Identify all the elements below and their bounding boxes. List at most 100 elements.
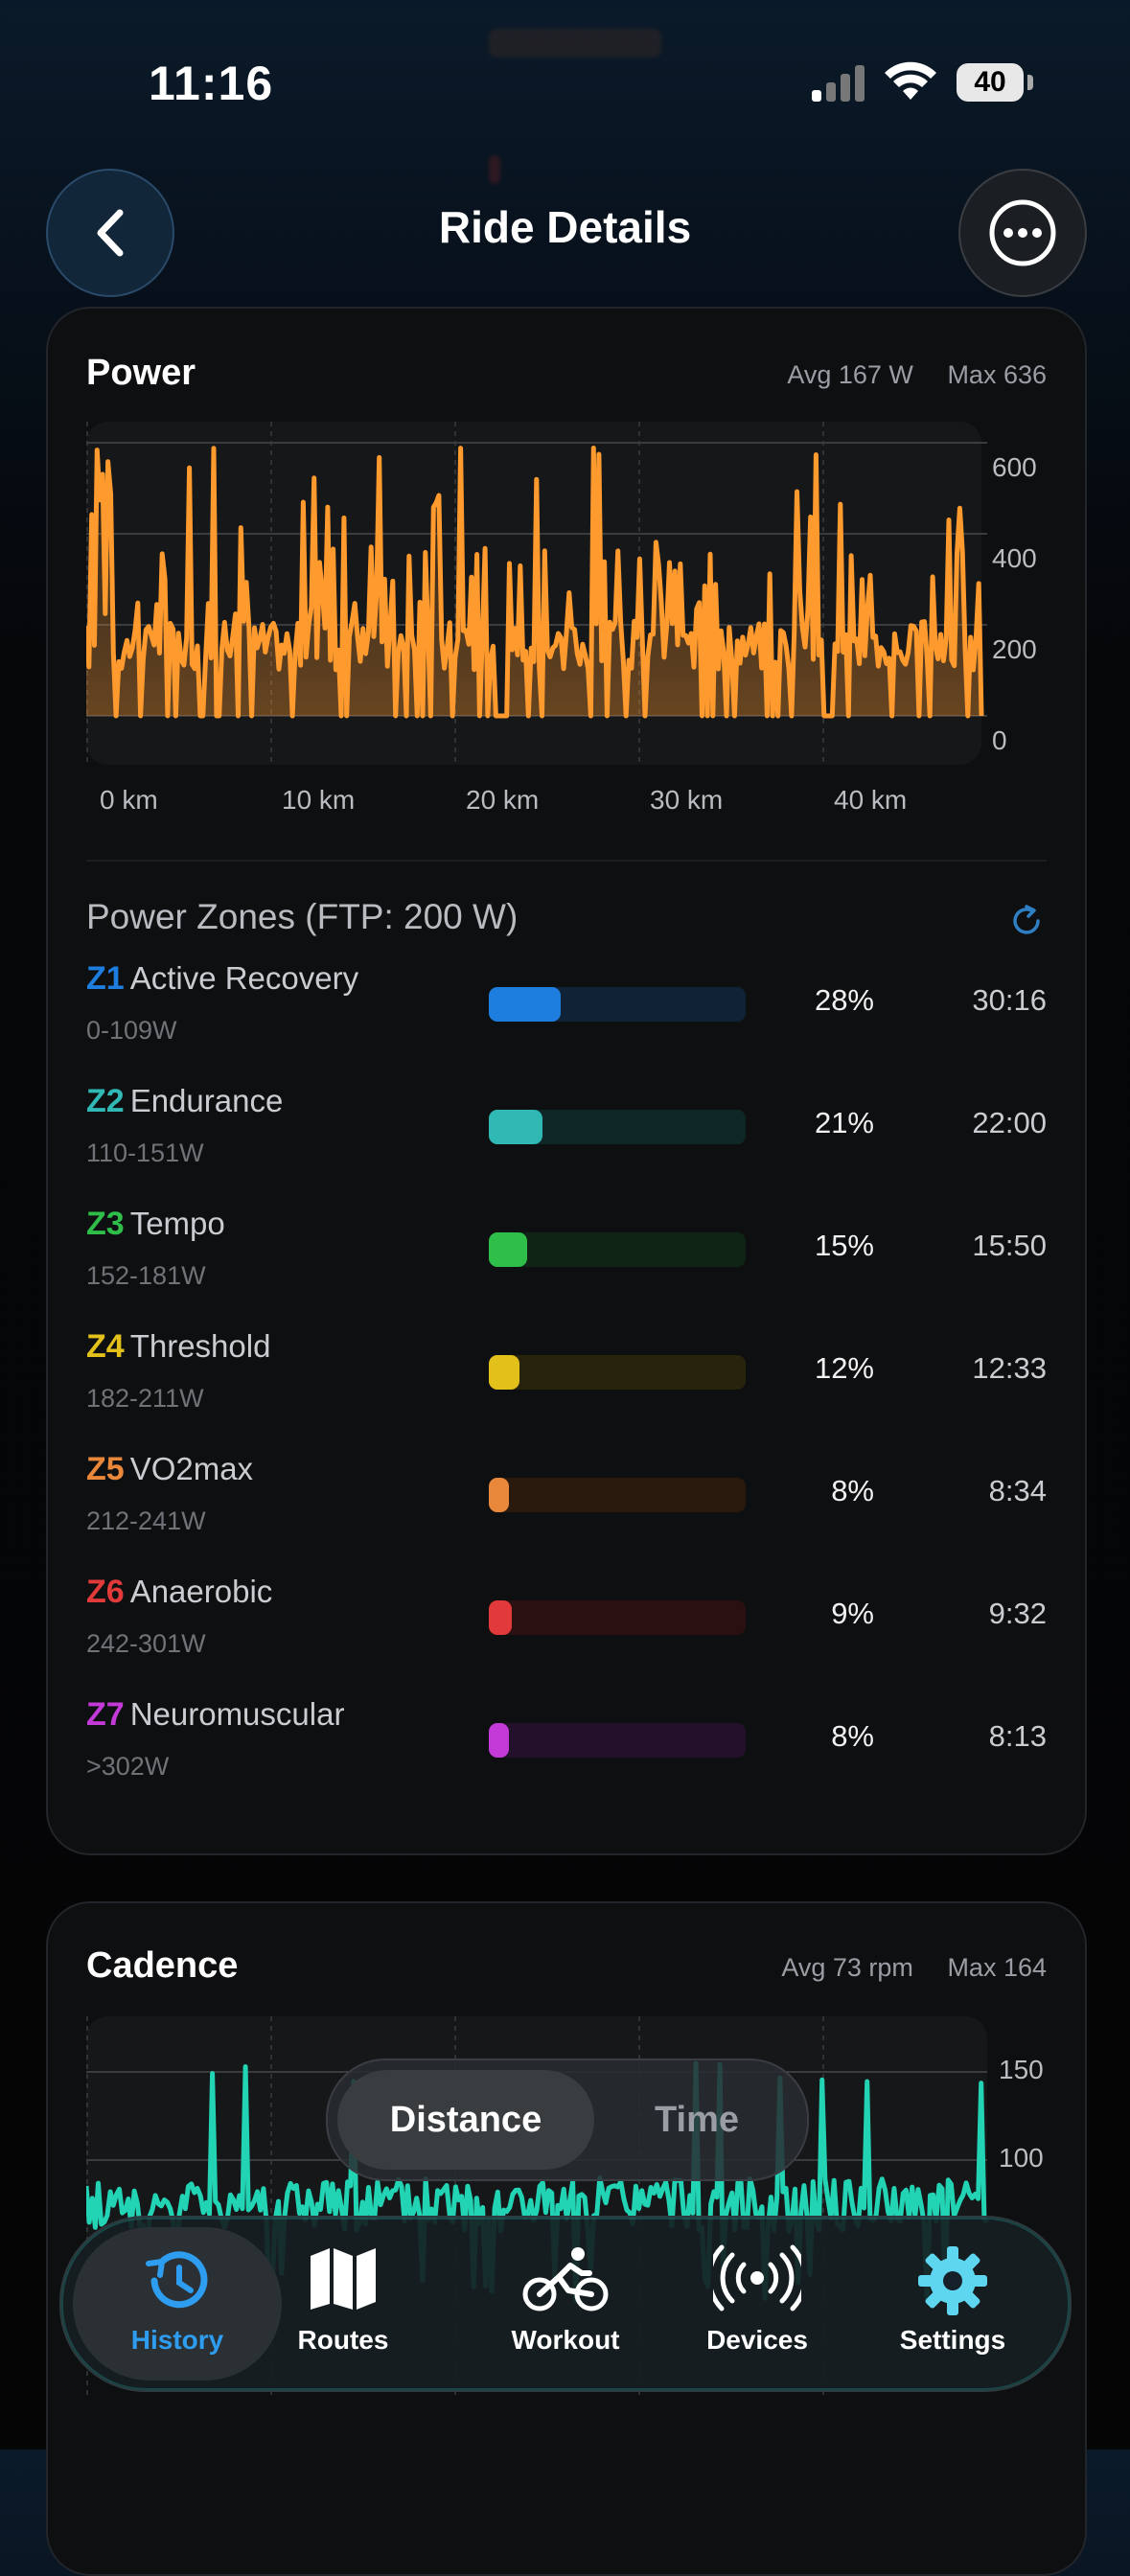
power-chart [86,422,987,767]
ellipsis-circle-icon [989,199,1056,266]
map-icon [311,2248,376,2310]
zone-bar-fill [489,1232,527,1267]
segment-distance[interactable]: Distance [337,2070,594,2170]
power-x-tick: 40 km [834,785,908,815]
zone-label: Z3 Tempo [86,1206,225,1243]
wifi-icon [885,61,936,100]
zone-bar-fill [489,1600,512,1635]
zone-row: Z4 Threshold 182-211W 12% 12:33 [86,1328,1047,1434]
divider [86,860,1047,862]
cellular-signal-icon [812,65,865,102]
power-y-tick: 400 [992,543,1037,573]
cadence-stats: Avg 73 rpm Max 164 [754,1953,1047,1983]
zone-row: Z6 Anaerobic 242-301W 9% 9:32 [86,1574,1047,1679]
zone-time: 8:34 [988,1474,1047,1507]
zone-label: Z1 Active Recovery [86,960,358,998]
zone-bar-fill [489,1723,509,1758]
zone-bar-track [489,987,746,1022]
zone-percent: 9% [831,1597,874,1630]
zone-code: Z1 [86,960,125,997]
zone-percent: 12% [814,1351,874,1385]
power-y-tick: 0 [992,725,1007,755]
tab-devices-label: Devices [706,2325,808,2355]
page-title: Ride Details [438,202,692,252]
tab-bar: History Routes Workout Devices [59,2216,1072,2392]
zone-code: Z3 [86,1206,125,1242]
status-time: 11:16 [149,57,274,110]
zone-percent: 8% [831,1719,874,1753]
zone-time: 15:50 [972,1229,1047,1262]
broadcast-icon [713,2244,801,2312]
tab-workout[interactable]: Workout [470,2218,661,2390]
power-line [86,446,984,719]
zone-label: Z6 Anaerobic [86,1574,272,1611]
tab-history-label: History [130,2325,224,2355]
battery-icon: 40 [957,63,1024,102]
power-area [86,448,981,716]
segment-time[interactable]: Time [654,2100,739,2140]
tab-history[interactable]: History [73,2227,282,2380]
zone-range: >302W [86,1752,170,1781]
zone-label: Z5 VO2max [86,1451,253,1488]
zone-bar-fill [489,1478,509,1512]
cyclist-icon [522,2247,609,2312]
zone-time: 30:16 [972,983,1047,1017]
zone-label: Z7 Neuromuscular [86,1696,344,1734]
zone-name: Threshold [129,1328,271,1364]
status-bar: 11:16 40 [0,0,1130,163]
tab-devices[interactable]: Devices [661,2218,853,2390]
zone-time: 12:33 [972,1351,1047,1385]
cadence-y-tick: 150 [999,2055,1044,2084]
power-x-tick: 0 km [100,785,158,815]
zone-code: Z7 [86,1696,125,1733]
power-y-tick: 200 [992,634,1037,664]
scrolled-content-ghost [0,0,1130,184]
cadence-max: Max 164 [947,1953,1047,1982]
power-x-tick: 20 km [466,785,540,815]
zone-range: 182-211W [86,1384,204,1413]
zone-percent: 8% [831,1474,874,1507]
power-stats: Avg 167 W Max 636 [760,360,1047,390]
zone-name: Endurance [129,1083,284,1118]
zone-bar-track [489,1478,746,1512]
zone-code: Z2 [86,1083,125,1119]
zone-range: 242-301W [86,1629,206,1658]
history-clock-icon [146,2251,208,2309]
zone-name: Active Recovery [129,960,359,996]
power-zones-title: Power Zones (FTP: 200 W) [86,897,519,936]
zone-range: 0-109W [86,1016,177,1045]
zone-time: 9:32 [988,1597,1047,1630]
more-options-button[interactable] [958,169,1087,297]
power-x-tick: 10 km [282,785,356,815]
refresh-icon[interactable] [1008,903,1045,939]
power-card: Power Avg 167 W Max 636 600 400 200 0 0 … [46,307,1087,1855]
zone-label: Z4 Threshold [86,1328,270,1366]
zone-bar-track [489,1232,746,1267]
zone-name: VO2max [129,1451,254,1486]
distance-time-toggle: Distance Time [326,2058,809,2181]
zone-row: Z2 Endurance 110-151W 21% 22:00 [86,1083,1047,1188]
zone-percent: 15% [814,1229,874,1262]
zone-code: Z5 [86,1451,125,1487]
cadence-y-tick: 100 [999,2143,1044,2173]
zone-bar-fill [489,987,561,1022]
zone-percent: 21% [814,1106,874,1139]
zone-name: Anaerobic [129,1574,273,1609]
zone-row: Z7 Neuromuscular >302W 8% 8:13 [86,1696,1047,1802]
zone-code: Z6 [86,1574,125,1610]
zone-range: 212-241W [86,1506,206,1535]
zone-bar-fill [489,1110,542,1144]
power-avg: Avg 167 W [787,360,913,389]
zone-name: Tempo [129,1206,225,1241]
zone-bar-track [489,1355,746,1390]
back-button[interactable] [46,169,174,297]
tab-routes-label: Routes [297,2325,389,2355]
gear-icon [918,2246,987,2315]
zone-name: Neuromuscular [129,1696,345,1732]
zone-range: 110-151W [86,1138,204,1167]
zone-time: 22:00 [972,1106,1047,1139]
tab-routes[interactable]: Routes [247,2218,439,2390]
tab-settings[interactable]: Settings [857,2218,1049,2390]
zone-percent: 28% [814,983,874,1017]
cadence-title: Cadence [86,1945,239,1986]
